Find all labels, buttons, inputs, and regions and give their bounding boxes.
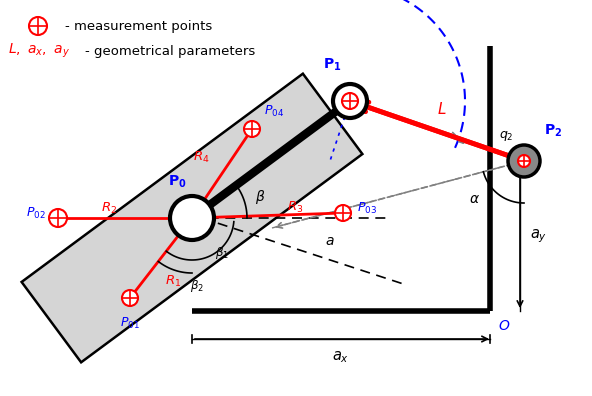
Text: $q_2$: $q_2$ [500, 129, 514, 143]
Circle shape [333, 84, 367, 118]
Circle shape [342, 93, 358, 109]
Circle shape [170, 196, 214, 240]
Text: $P_{01}$: $P_{01}$ [120, 316, 140, 331]
Text: $a_y$: $a_y$ [530, 227, 547, 245]
Polygon shape [21, 74, 362, 362]
Text: $\beta$: $\beta$ [255, 188, 265, 206]
Circle shape [122, 290, 138, 306]
Text: $P_{03}$: $P_{03}$ [357, 200, 377, 215]
Text: $a_x$: $a_x$ [333, 349, 349, 365]
Text: - geometrical parameters: - geometrical parameters [85, 44, 255, 57]
Text: $R_4$: $R_4$ [194, 150, 210, 165]
Text: $P_{02}$: $P_{02}$ [26, 206, 46, 221]
Text: $L$: $L$ [437, 101, 447, 117]
Circle shape [518, 155, 530, 167]
Text: $L,\ a_x,\ a_y$: $L,\ a_x,\ a_y$ [8, 42, 70, 60]
Circle shape [29, 17, 47, 35]
Text: $a$: $a$ [325, 234, 335, 248]
Text: $\beta_2$: $\beta_2$ [190, 278, 204, 294]
Text: $\mathbf{P_2}$: $\mathbf{P_2}$ [544, 123, 562, 139]
Circle shape [244, 121, 260, 137]
Text: $R_2$: $R_2$ [101, 200, 117, 215]
Text: - measurement points: - measurement points [65, 19, 213, 32]
Circle shape [49, 209, 67, 227]
Text: $O$: $O$ [498, 319, 510, 333]
Text: $\mathbf{P_0}$: $\mathbf{P_0}$ [168, 173, 187, 190]
Text: $\alpha$: $\alpha$ [468, 192, 480, 206]
Text: $P_{04}$: $P_{04}$ [264, 104, 284, 119]
Text: $R_3$: $R_3$ [287, 200, 303, 215]
Text: $R_1$: $R_1$ [165, 274, 181, 289]
Text: $\beta_1$: $\beta_1$ [215, 245, 229, 261]
Text: $\mathbf{P_1}$: $\mathbf{P_1}$ [323, 57, 341, 73]
Circle shape [335, 205, 351, 221]
Circle shape [508, 145, 540, 177]
